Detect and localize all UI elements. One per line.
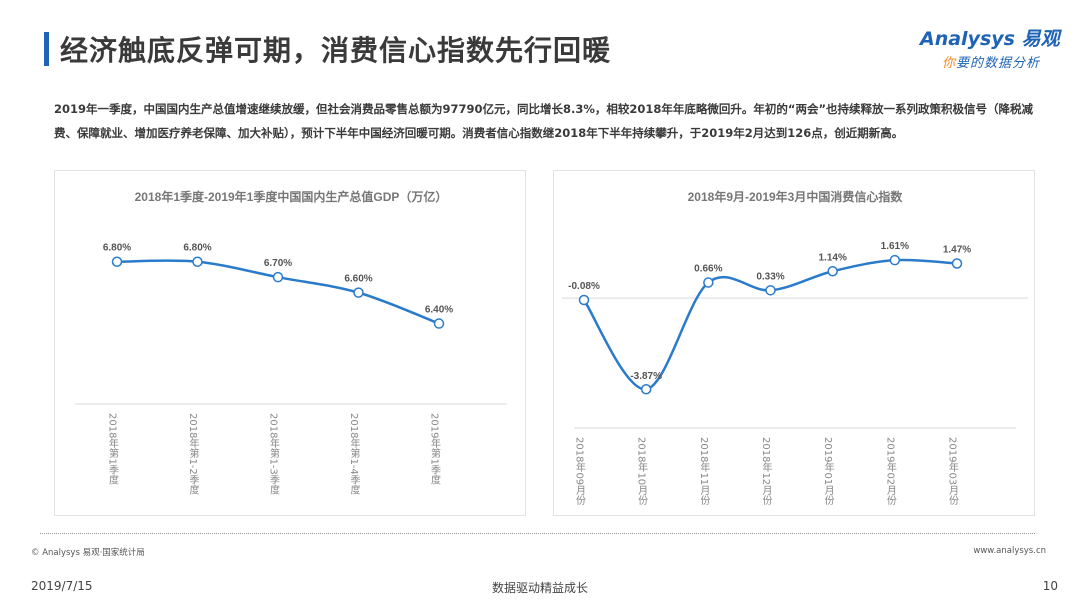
category-label: 2018年12月份 bbox=[760, 437, 772, 506]
data-point bbox=[111, 256, 123, 267]
data-label: 6.80% bbox=[103, 243, 131, 254]
logo-slogan-rest: 要的数据分析 bbox=[956, 56, 1041, 71]
data-label: 6.60% bbox=[344, 274, 372, 285]
chart-title: 2018年1季度-2019年1季度中国国内生产总值GDP（万亿） bbox=[135, 189, 448, 204]
category-label: 2018年第1季度 bbox=[107, 413, 119, 486]
data-label: -3.87% bbox=[630, 371, 662, 382]
category-label: 2018年11月份 bbox=[698, 437, 710, 506]
data-label: 6.80% bbox=[183, 243, 211, 254]
data-point bbox=[640, 383, 652, 395]
gdp-chart: 2018年1季度-2019年1季度中国国内生产总值GDP（万亿） 6.80% 201… bbox=[75, 189, 507, 496]
copyright-text: © Analysys 易观·国家统计局 bbox=[31, 548, 145, 558]
category-label: 2019年第1季度 bbox=[429, 413, 441, 486]
logo-slogan-accent: 你 bbox=[942, 56, 957, 71]
footer-divider bbox=[40, 533, 1035, 534]
category-label: 2019年01月份 bbox=[822, 437, 834, 506]
data-point bbox=[765, 285, 776, 296]
category-label: 2018年第1-2季度 bbox=[187, 413, 199, 496]
gdp-chart-panel: 2018年1季度-2019年1季度中国国内生产总值GDP（万亿） 6.80% 201… bbox=[54, 170, 526, 516]
category-label: 2018年09月份 bbox=[574, 437, 586, 506]
data-point bbox=[192, 256, 203, 267]
data-label: 6.70% bbox=[264, 258, 292, 269]
data-label: 6.40% bbox=[425, 305, 453, 316]
data-point bbox=[951, 258, 963, 269]
confidence-chart: 2018年9月-2019年3月中国消费信心指数 -0.08% 2018年09月份 -3… bbox=[562, 189, 1028, 506]
footer-date: 2019/7/15 bbox=[31, 579, 93, 593]
title-accent-bar bbox=[44, 32, 49, 66]
data-label: -0.08% bbox=[568, 281, 600, 292]
chart-title: 2018年9月-2019年3月中国消费信心指数 bbox=[688, 189, 904, 204]
data-point bbox=[433, 318, 445, 329]
data-label: 1.14% bbox=[818, 252, 846, 263]
data-point bbox=[889, 254, 901, 266]
data-label: 0.66% bbox=[694, 264, 722, 275]
data-point bbox=[272, 271, 284, 283]
logo-brand: Analysys 易观 bbox=[920, 28, 1060, 50]
page-title: 经济触底反弹可期，消费信心指数先行回暖 bbox=[60, 34, 612, 67]
footer-slogan: 数据驱动精益成长 bbox=[491, 581, 588, 595]
category-label: 2019年03月份 bbox=[947, 437, 959, 506]
intro-paragraph: 2019年一季度，中国国内生产总值增速继续放缓，但社会消费品零售总额为97790… bbox=[54, 102, 1034, 140]
website-link[interactable]: www.analysys.cn bbox=[973, 546, 1046, 556]
data-point bbox=[578, 294, 590, 306]
confidence-chart-panel: 2018年9月-2019年3月中国消费信心指数 -0.08% 2018年09月份 -3… bbox=[553, 170, 1035, 516]
series-line bbox=[116, 259, 440, 325]
data-label: 1.61% bbox=[881, 241, 909, 252]
data-point bbox=[703, 277, 714, 288]
category-label: 2018年10月份 bbox=[636, 437, 648, 506]
data-label: 0.33% bbox=[756, 271, 784, 282]
data-point bbox=[353, 287, 364, 298]
category-label: 2018年第1-3季度 bbox=[268, 413, 280, 496]
analysys-logo: Analysys 易观 你要的数据分析 bbox=[920, 24, 1060, 72]
data-point bbox=[827, 266, 838, 277]
data-label: 1.47% bbox=[943, 244, 971, 255]
category-label: 2018年第1-4季度 bbox=[348, 413, 360, 496]
logo-slogan: 你要的数据分析 bbox=[942, 52, 1040, 71]
category-label: 2019年02月份 bbox=[884, 437, 896, 506]
page-number: 10 bbox=[1042, 579, 1058, 593]
